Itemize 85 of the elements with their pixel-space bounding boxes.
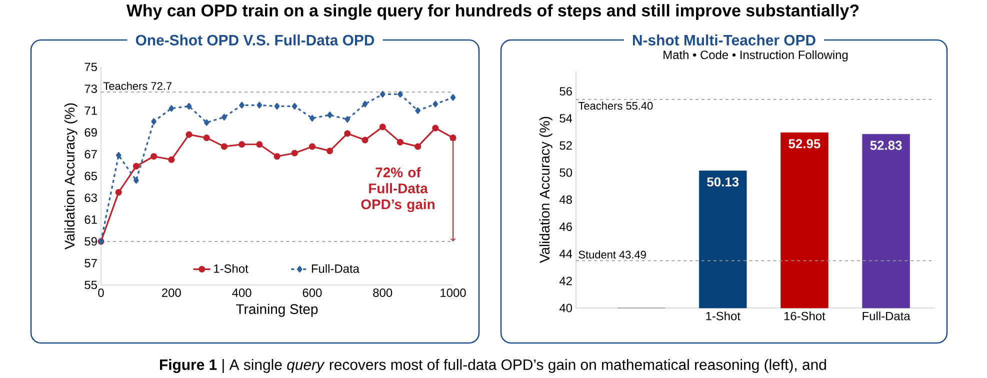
point (220, 143, 228, 150)
point (203, 134, 210, 142)
x-tick-label: 400 (232, 288, 252, 297)
point (291, 150, 298, 156)
chart-title: N-shot Multi-Teacher OPD (632, 34, 816, 46)
y-tick-label: 48 (559, 195, 572, 204)
point (432, 124, 439, 132)
y-tick-label: 46 (559, 222, 572, 231)
x-tick-label: 0 (98, 288, 104, 297)
point (256, 102, 262, 108)
point (308, 143, 316, 150)
point (344, 116, 350, 123)
y-tick-label: 61 (84, 215, 97, 224)
y-tick-label: 56 (560, 87, 572, 96)
point (186, 102, 192, 110)
point (186, 131, 192, 138)
point (396, 138, 404, 146)
point (414, 143, 422, 150)
chart-title: One-Shot OPD V.S. Full-Data OPD (136, 34, 374, 46)
y-tick-label: 67 (84, 150, 97, 158)
point (274, 153, 280, 160)
point (398, 90, 403, 98)
data-label: 52.83 (870, 140, 902, 150)
ref-line-label: Teachers 55.40 (578, 102, 653, 110)
point (256, 141, 263, 148)
y-tick-label: 40 (559, 304, 572, 312)
point (326, 148, 334, 154)
y-axis-title: Validation Accuracy (%) (539, 116, 552, 263)
point (116, 152, 122, 159)
y-tick-label: 42 (559, 276, 572, 286)
point (380, 90, 386, 98)
point (362, 100, 368, 108)
x-tick-label: 600 (302, 288, 322, 297)
point (327, 112, 332, 118)
point (362, 136, 368, 144)
y-tick-label: 55 (84, 280, 97, 290)
x-tick-label: Full-Data (862, 312, 910, 320)
y-tick-label: 65 (84, 172, 97, 180)
y-tick-label: 44 (559, 250, 572, 258)
y-tick-label: 59 (84, 237, 97, 246)
point (450, 94, 456, 101)
x-tick-label: 200 (162, 288, 181, 297)
y-tick-label: 54 (560, 114, 572, 123)
y-tick-label: 63 (84, 194, 97, 202)
y-tick-label: 69 (84, 128, 97, 137)
data-label: 52.95 (788, 139, 820, 148)
point (432, 100, 438, 108)
chart-subtitle: Math • Code • Instruction Following (664, 50, 848, 62)
ref-line-label: Student 43.49 (578, 250, 646, 259)
point (239, 102, 244, 108)
y-tick-label: 52 (560, 141, 572, 150)
text: Why can OPD train on a single query for hundreds of steps and still improve substantially? (126, 4, 859, 20)
point (379, 124, 386, 130)
point (344, 130, 351, 137)
point (134, 177, 139, 184)
point (151, 118, 156, 125)
point (310, 114, 315, 122)
x-tick-label: 800 (373, 288, 392, 297)
point (238, 141, 246, 148)
point (115, 189, 122, 196)
legend-label: 1-Shot (214, 264, 248, 273)
point (292, 102, 298, 110)
x-tick-label: 1000 (440, 288, 466, 297)
point (274, 102, 280, 110)
point (415, 107, 420, 114)
point (132, 162, 140, 170)
annotation: 72% of Full-Data OPD’s gain (361, 167, 434, 212)
y-tick-label: 73 (84, 84, 97, 94)
x-tick-label: 1-Shot (706, 312, 740, 320)
y-tick-label: 75 (84, 62, 97, 72)
point (150, 153, 158, 160)
point (222, 114, 227, 120)
y-tick-label: 50 (560, 168, 572, 177)
point (168, 156, 175, 163)
ref-line-label: Teachers 72.7 (103, 82, 172, 90)
y-tick-label: 71 (84, 106, 97, 115)
y-axis-title: Validation Accuracy (%) (64, 103, 78, 250)
x-axis-title: Training Step (236, 304, 318, 317)
y-tick-label: 57 (84, 259, 97, 268)
x-tick-label: 16-Shot (784, 312, 826, 320)
legend-label: Full-Data (312, 264, 360, 273)
data-label: 50.13 (707, 177, 739, 187)
point (168, 105, 174, 112)
text: Figure 1 | A single query recovers most of full-data OPD’s gain on mathematical reasoning (left), and (160, 359, 826, 374)
point (204, 119, 210, 126)
